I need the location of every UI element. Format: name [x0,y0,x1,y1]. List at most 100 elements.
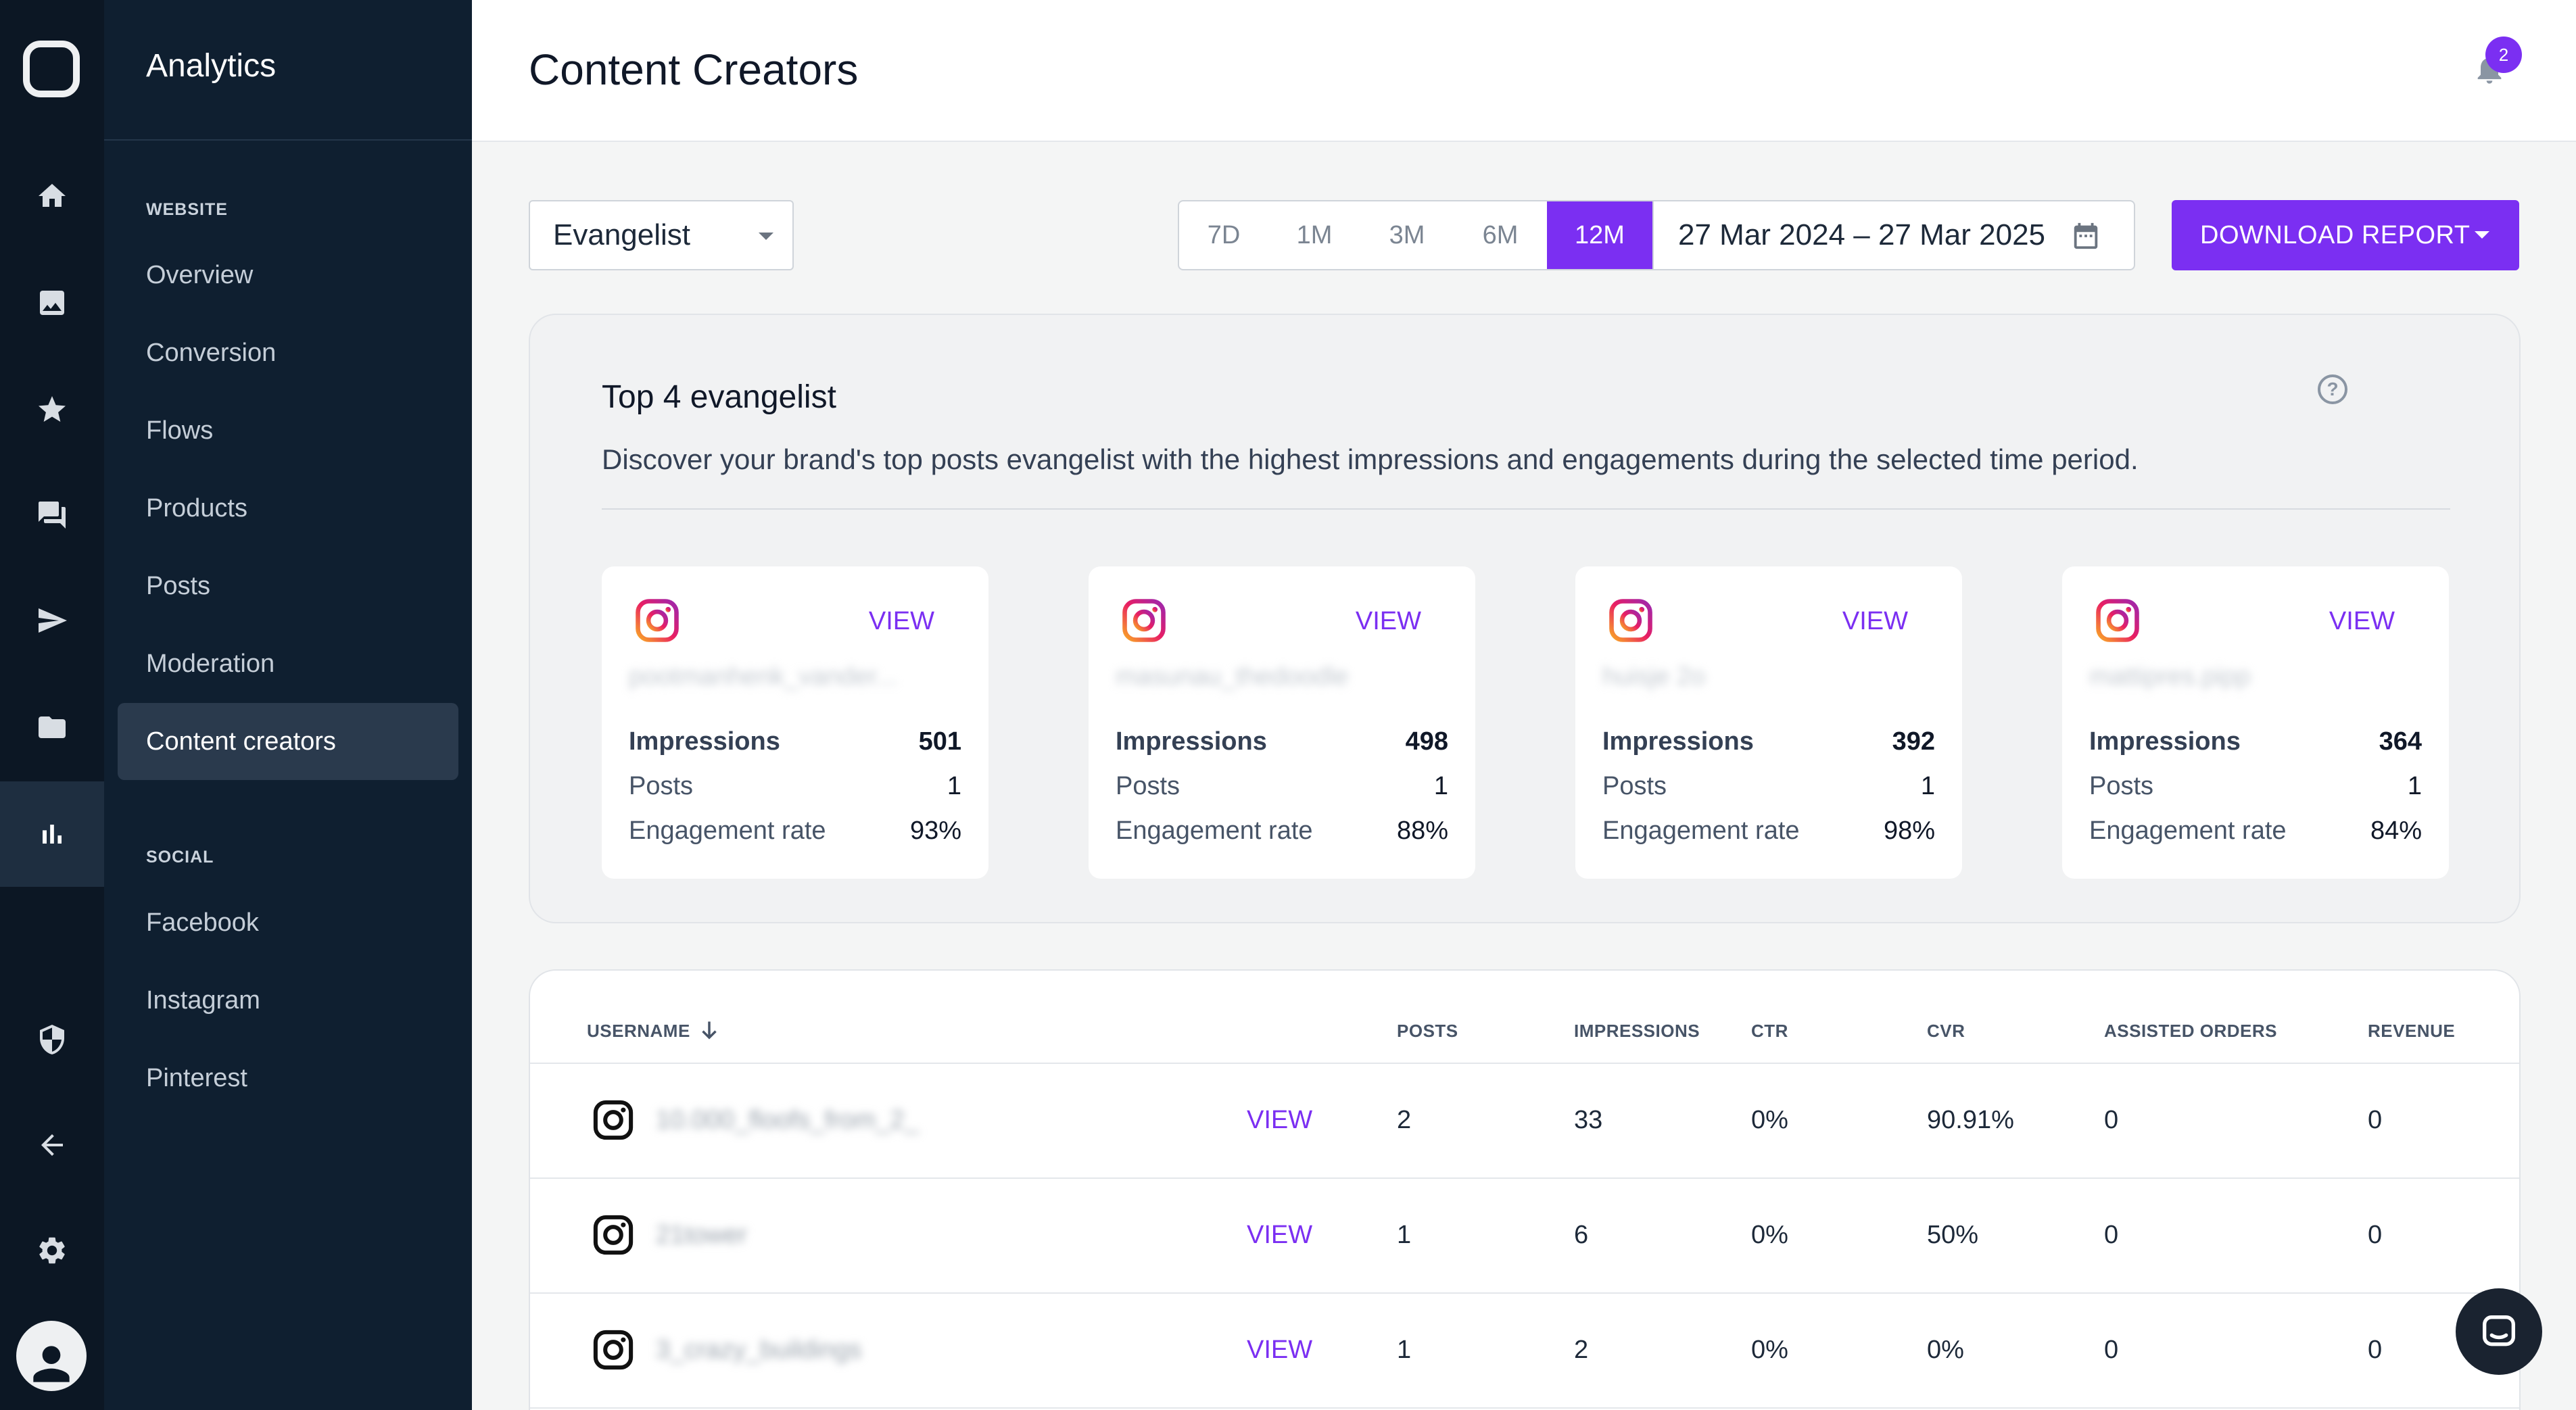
engagement-row: Engagement rate 88% [1116,817,1448,846]
view-link[interactable]: VIEW [1355,607,1421,635]
impressions-value: 392 [1892,727,1935,756]
nav-item-instagram[interactable]: Instagram [146,986,260,1015]
creator-username[interactable]: mattipres.pipp [2089,662,2251,691]
row-view-link[interactable]: VIEW [1247,1221,1313,1249]
instagram-icon [2096,599,2139,642]
instagram-icon [1609,599,1652,642]
app-logo-icon[interactable] [23,41,80,97]
column-header-revenue[interactable]: REVENUE [2368,1021,2456,1041]
folder-icon[interactable] [0,675,104,780]
column-header-posts[interactable]: POSTS [1397,1021,1458,1041]
nav-item-content-creators[interactable]: Content creators [118,703,458,780]
nav-item-overview[interactable]: Overview [146,260,254,289]
row-username[interactable]: 3_crazy_buildings [656,1336,862,1364]
posts-row: Posts 1 [1602,772,1935,801]
caret-down-icon [759,233,773,240]
send-icon[interactable] [0,568,104,673]
chat-icon[interactable] [0,462,104,568]
range-1m[interactable]: 1M [1296,220,1333,249]
view-link[interactable]: VIEW [868,607,934,635]
column-header-impressions[interactable]: IMPRESSIONS [1574,1021,1700,1041]
bar-chart-icon[interactable] [0,781,104,887]
engagement-value: 84% [2370,817,2422,845]
segment-select[interactable]: Evangelist [529,200,794,270]
download-report-button[interactable]: DOWNLOAD REPORT [2172,200,2519,270]
posts-value: 1 [2407,772,2422,800]
shield-icon[interactable] [0,987,104,1092]
segment-select-value: Evangelist [553,218,691,251]
row-username[interactable]: 21tower [656,1221,748,1249]
impressions-row: Impressions 392 [1602,727,1935,756]
instagram-icon [593,1100,634,1140]
column-header-username[interactable]: USERNAME [587,1021,690,1041]
row-posts: 1 [1397,1336,1412,1364]
table-row: 10.000_floofs_from_2_ VIEW 2 33 0% 90.91… [530,1064,2519,1179]
nav-item-flows[interactable]: Flows [146,416,214,445]
star-icon[interactable] [0,357,104,462]
section-social: SOCIAL [146,848,214,867]
main-content: Content Creators 2 Evangelist 7D 1M 3M 6… [472,0,2576,1410]
engagement-value: 98% [1883,817,1935,845]
sort-arrow-down-icon[interactable] [696,1014,722,1046]
date-range-field[interactable]: 27 Mar 2024 – 27 Mar 2025 [1652,201,2134,269]
caret-down-icon[interactable] [2475,231,2489,239]
engagement-label: Engagement rate [1602,817,1800,845]
nav-item-products[interactable]: Products [146,493,247,522]
chat-launcher-button[interactable] [2456,1288,2542,1375]
creator-username[interactable]: masunau_thedoodle [1116,662,1349,691]
view-link[interactable]: VIEW [1842,607,1908,635]
home-icon[interactable] [0,143,104,249]
gear-icon[interactable] [0,1198,104,1303]
row-ctr: 0% [1751,1106,1788,1134]
column-header-cvr[interactable]: CVR [1927,1021,1965,1041]
impressions-label: Impressions [629,727,780,756]
row-assisted-orders: 0 [2104,1221,2119,1249]
section-website: WEBSITE [146,200,228,219]
engagement-row: Engagement rate 98% [1602,817,1935,846]
posts-value: 1 [1433,772,1448,800]
posts-row: Posts 1 [1116,772,1448,801]
view-link[interactable]: VIEW [2329,607,2395,635]
nav-item-conversion[interactable]: Conversion [146,338,277,367]
nav-item-posts[interactable]: Posts [146,571,211,600]
engagement-row: Engagement rate 93% [629,817,961,846]
row-username[interactable]: 10.000_floofs_from_2_ [656,1106,919,1134]
column-header-assisted-orders[interactable]: ASSISTED ORDERS [2104,1021,2277,1041]
notification-badge[interactable]: 2 [2485,37,2522,73]
help-icon[interactable]: ? [2318,374,2347,404]
evangelist-card: VIEW pootmanhenk_vander... Impressions 5… [602,566,988,879]
engagement-value: 88% [1396,817,1448,845]
nav-item-pinterest[interactable]: Pinterest [146,1063,247,1092]
range-3m[interactable]: 3M [1389,220,1425,249]
nav-item-facebook[interactable]: Facebook [146,908,259,937]
row-revenue: 0 [2368,1106,2383,1134]
engagement-label: Engagement rate [2089,817,2287,845]
calendar-icon[interactable] [2070,220,2101,251]
row-impressions: 33 [1574,1106,1603,1134]
impressions-row: Impressions 501 [629,727,961,756]
engagement-row: Engagement rate 84% [2089,817,2422,846]
arrow-left-icon[interactable] [0,1092,104,1198]
user-avatar[interactable] [16,1321,87,1391]
row-impressions: 6 [1574,1221,1589,1249]
row-revenue: 0 [2368,1221,2383,1249]
impressions-label: Impressions [1602,727,1754,756]
range-12m[interactable]: 12M [1547,201,1652,269]
row-view-link[interactable]: VIEW [1247,1106,1313,1134]
image-icon[interactable] [0,250,104,356]
table-header-divider [530,1063,2519,1064]
range-7d[interactable]: 7D [1207,220,1241,249]
creator-username[interactable]: pootmanhenk_vander... [629,662,898,691]
nav-item-moderation[interactable]: Moderation [146,649,275,678]
range-6m[interactable]: 6M [1482,220,1519,249]
top-evangelist-panel: Top 4 evangelist ? Discover your brand's… [529,314,2521,923]
posts-value: 1 [947,772,961,800]
creators-table: USERNAME POSTS IMPRESSIONS CTR CVR ASSIS… [529,969,2521,1410]
panel-title: Top 4 evangelist [602,379,836,415]
impressions-label: Impressions [1116,727,1267,756]
posts-row: Posts 1 [629,772,961,801]
creator-username[interactable]: huisje 2o [1602,662,1706,691]
nav-sidebar: Analytics WEBSITE Overview Conversion Fl… [104,0,472,1410]
row-view-link[interactable]: VIEW [1247,1336,1313,1364]
column-header-ctr[interactable]: CTR [1751,1021,1788,1041]
